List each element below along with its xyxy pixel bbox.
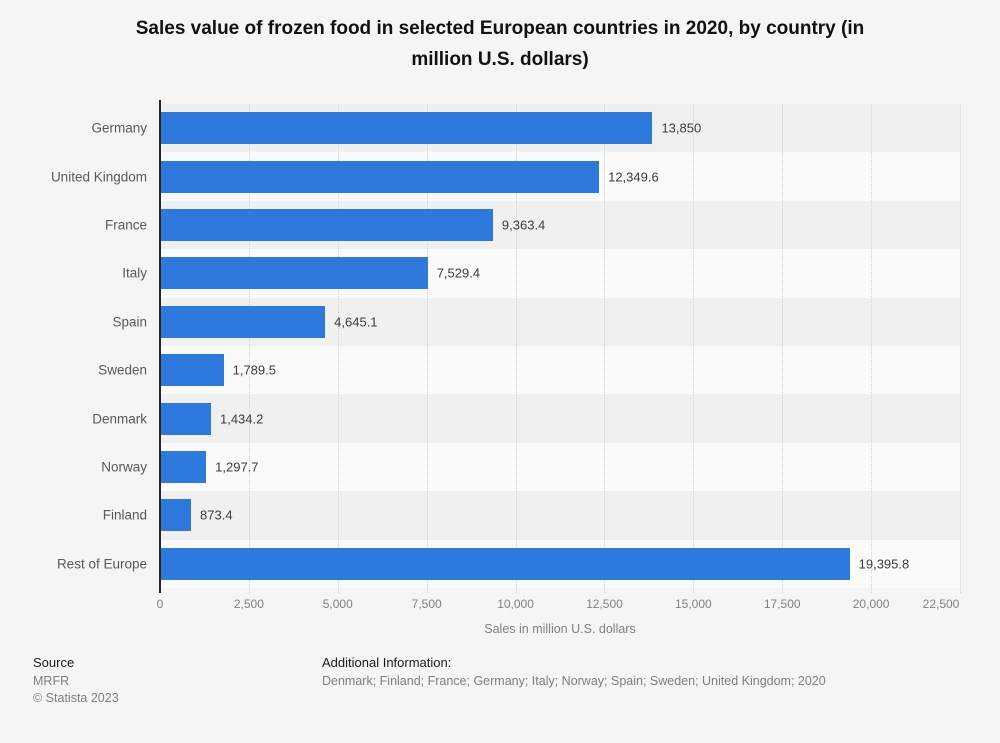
category-label: Norway	[101, 459, 147, 475]
bar	[160, 257, 428, 290]
value-label: 9,363.4	[501, 217, 546, 233]
value-label: 19,395.8	[858, 556, 910, 572]
category-label: Denmark	[92, 411, 147, 427]
chart-row: Germany 13,850	[91, 104, 960, 153]
category-label: Spain	[112, 314, 147, 330]
category-label: Italy	[122, 265, 147, 281]
value-label: 873.4	[200, 507, 233, 523]
value-label: 7,529.4	[436, 265, 481, 281]
chart-row: Norway 1,297.7	[101, 442, 960, 492]
x-axis-title: Sales in million U.S. dollars	[484, 622, 636, 636]
value-label: 1,297.7	[215, 459, 259, 475]
additional-info-block: Additional Information: Denmark; Finland…	[322, 655, 826, 692]
value-label: 1,434.2	[219, 411, 264, 427]
category-label: France	[104, 217, 147, 233]
source-value: MRFR	[33, 674, 70, 688]
category-label: United Kingdom	[50, 169, 147, 185]
x-tick-label: 7,500	[411, 597, 442, 611]
x-axis-ticks: 0 2,500 5,000 7,500 10,000 12,500 15,000 17,500…	[156, 597, 960, 612]
x-tick-label: 0	[156, 597, 164, 611]
x-tick-label: 17,500	[763, 597, 801, 611]
plot-area: Germany 13,850 United Kingdom 12,349.6 Franc…	[51, 104, 960, 588]
x-tick-label: 15,000	[674, 597, 712, 611]
x-tick-label: 12,500	[586, 597, 623, 611]
bar	[160, 160, 600, 193]
chart-row: Spain 4,645.1	[112, 297, 960, 346]
value-label: 12,349.6	[608, 169, 659, 185]
value-label: 4,645.1	[334, 314, 378, 330]
chart-row: Italy 7,529.4	[122, 249, 960, 298]
chart-title: Sales value of frozen food in selected E…	[135, 18, 865, 70]
x-tick-label: 22,500	[922, 597, 960, 611]
value-label: 13,850	[661, 120, 702, 136]
bar	[160, 402, 211, 435]
x-tick-label: 10,000	[497, 597, 534, 611]
x-gridline	[960, 104, 961, 593]
chart-row: Denmark 1,434.2	[92, 394, 960, 443]
chart-row: Finland 873.4	[103, 491, 960, 540]
additional-info-label: Additional Information:	[322, 655, 452, 670]
category-label: Germany	[91, 120, 147, 136]
copyright: © Statista 2023	[33, 691, 119, 705]
bar	[160, 208, 493, 241]
x-tick-label: 2,500	[233, 597, 264, 611]
chart-row: United Kingdom 12,349.6	[51, 152, 960, 201]
x-tick-label: 5,000	[322, 597, 353, 611]
source-label: Source	[33, 655, 75, 670]
chart-row: France 9,363.4	[105, 200, 960, 250]
additional-info-value: Denmark; Finland; France; Germany; Italy…	[322, 674, 826, 688]
value-label: 1,789.5	[232, 362, 276, 378]
category-label: Sweden	[98, 362, 147, 378]
bar	[160, 354, 224, 387]
bar	[160, 450, 207, 483]
category-label: Rest of Europe	[56, 556, 147, 572]
source-block: Source MRFR © Statista 2023	[33, 655, 119, 709]
bar	[160, 112, 653, 145]
chart-row: Rest of Europe 19,395.8	[57, 539, 960, 588]
bar	[160, 305, 326, 338]
chart-row: Sweden 1,789.5	[98, 345, 960, 395]
y-axis-line	[159, 100, 161, 593]
category-label: Finland	[102, 507, 147, 523]
bar	[160, 547, 850, 580]
x-tick-label: 20,000	[852, 597, 890, 611]
bar	[160, 499, 192, 532]
